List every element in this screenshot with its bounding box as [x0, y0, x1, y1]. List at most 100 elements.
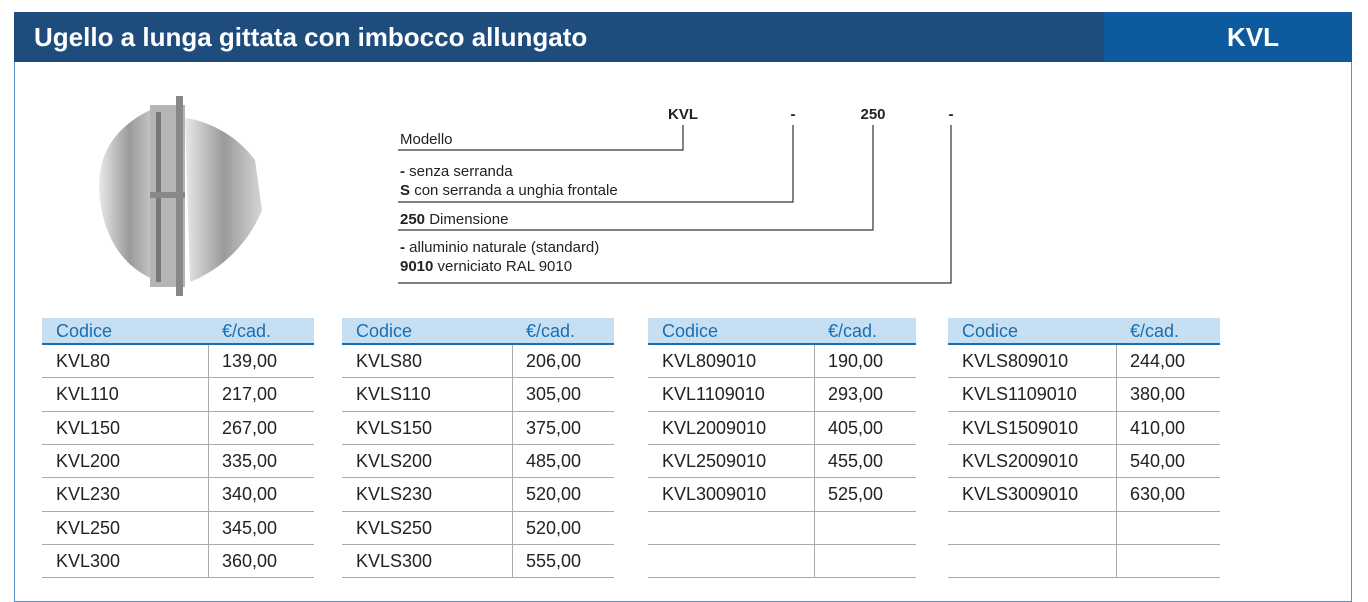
price: 206,00: [526, 351, 582, 371]
col-rule: [208, 544, 209, 579]
price-table: Codice €/cad. KVLS80 206,00 KVLS110 305,00 KVL…: [342, 318, 614, 579]
column-header: €/cad.: [814, 318, 916, 345]
header-rule: [342, 343, 614, 345]
header-rule: [948, 343, 1220, 345]
legend-key: -: [400, 239, 405, 256]
code: KVL2509010: [662, 450, 767, 471]
code: KVL1109010: [662, 384, 765, 405]
col-rule: [512, 544, 513, 579]
code: KVLS300: [356, 550, 433, 571]
row-rule: [948, 377, 1220, 379]
col-rule: [1116, 378, 1117, 412]
price: 555,00: [526, 550, 582, 571]
code-part: 250: [860, 106, 886, 123]
row-rule: [948, 410, 1220, 412]
col-rule: [512, 511, 513, 545]
row-rule: [648, 377, 916, 379]
row-rule: [648, 443, 916, 445]
col-rule: [208, 378, 209, 412]
code: KVLS1509010: [962, 417, 1079, 438]
code: KVLS809010: [962, 351, 1069, 371]
row-rule: [42, 543, 314, 545]
col-rule: [1116, 511, 1117, 545]
row-rule: [648, 477, 916, 479]
col-rule: [208, 444, 209, 479]
legend-text: verniciato RAL 9010: [437, 258, 573, 275]
price-table: Codice €/cad. KVLS809010 244,00 KVLS1109010 3…: [948, 318, 1220, 579]
code: KVL200: [56, 450, 121, 471]
legend-line: Modello: [400, 131, 453, 149]
col-rule: [814, 378, 815, 412]
col-rule: [512, 411, 513, 445]
col-rule: [814, 478, 815, 512]
col-rule: [512, 478, 513, 512]
legend-line: S con serranda a unghia frontale: [400, 182, 618, 200]
col-rule: [1116, 345, 1117, 379]
col-rule: [814, 444, 815, 479]
legend-text: Modello: [400, 131, 453, 148]
col-rule: [208, 345, 209, 379]
col-rule: [1116, 544, 1117, 579]
col-rule: [208, 411, 209, 445]
col-rule: [512, 444, 513, 479]
code-part: KVL: [668, 106, 698, 123]
price: 244,00: [1130, 351, 1186, 371]
price: 410,00: [1130, 417, 1186, 438]
row-rule: [342, 477, 614, 479]
price: 139,00: [222, 351, 278, 371]
price: 630,00: [1130, 484, 1186, 505]
price: 293,00: [828, 384, 884, 405]
col-rule: [814, 411, 815, 445]
row-rule: [648, 410, 916, 412]
price: 380,00: [1130, 384, 1186, 405]
row-rule: [648, 577, 916, 579]
diagram-lines: [398, 125, 952, 284]
code: KVLS150: [356, 417, 433, 438]
code: KVLS3009010: [962, 484, 1079, 505]
col-rule: [208, 478, 209, 512]
legend-text: senza serranda: [409, 163, 513, 180]
header-rule: [648, 343, 916, 345]
column-header: Codice: [342, 318, 512, 345]
header-code-box: KVL: [1104, 12, 1352, 62]
leader-line: [398, 125, 952, 284]
row-rule: [42, 510, 314, 512]
price: 190,00: [828, 351, 884, 371]
row-rule: [42, 410, 314, 412]
column-header: €/cad.: [208, 318, 314, 345]
code-part: -: [790, 106, 796, 123]
column-header: Codice: [42, 318, 208, 345]
legend-key: 9010: [400, 258, 434, 275]
price: 360,00: [222, 550, 278, 571]
code: KVLS2009010: [962, 450, 1079, 471]
row-rule: [42, 377, 314, 379]
price: 340,00: [222, 484, 278, 505]
product-image: [99, 96, 262, 296]
code: KVL809010: [662, 351, 757, 371]
row-rule: [948, 510, 1220, 512]
price: 305,00: [526, 384, 582, 405]
price: 217,00: [222, 384, 278, 405]
code: KVL80: [56, 351, 111, 371]
column-header: €/cad.: [1116, 318, 1220, 345]
col-rule: [1116, 411, 1117, 445]
legend-key: 250: [400, 211, 426, 228]
row-rule: [648, 510, 916, 512]
price: 267,00: [222, 417, 278, 438]
header-rule: [42, 343, 314, 345]
row-rule: [948, 477, 1220, 479]
row-rule: [342, 443, 614, 445]
legend-text: Dimensione: [429, 211, 509, 228]
legend-line: - alluminio naturale (standard): [400, 239, 599, 257]
row-rule: [342, 510, 614, 512]
price: 520,00: [526, 517, 582, 538]
code: KVLS200: [356, 450, 433, 471]
column-header: €/cad.: [512, 318, 614, 345]
row-rule: [948, 443, 1220, 445]
price: 405,00: [828, 417, 884, 438]
code: KVL230: [56, 484, 121, 505]
row-rule: [342, 410, 614, 412]
col-rule: [814, 345, 815, 379]
code: KVLS80: [356, 351, 423, 371]
